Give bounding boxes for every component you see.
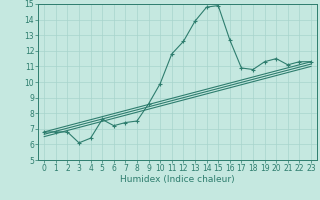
X-axis label: Humidex (Indice chaleur): Humidex (Indice chaleur) <box>120 175 235 184</box>
